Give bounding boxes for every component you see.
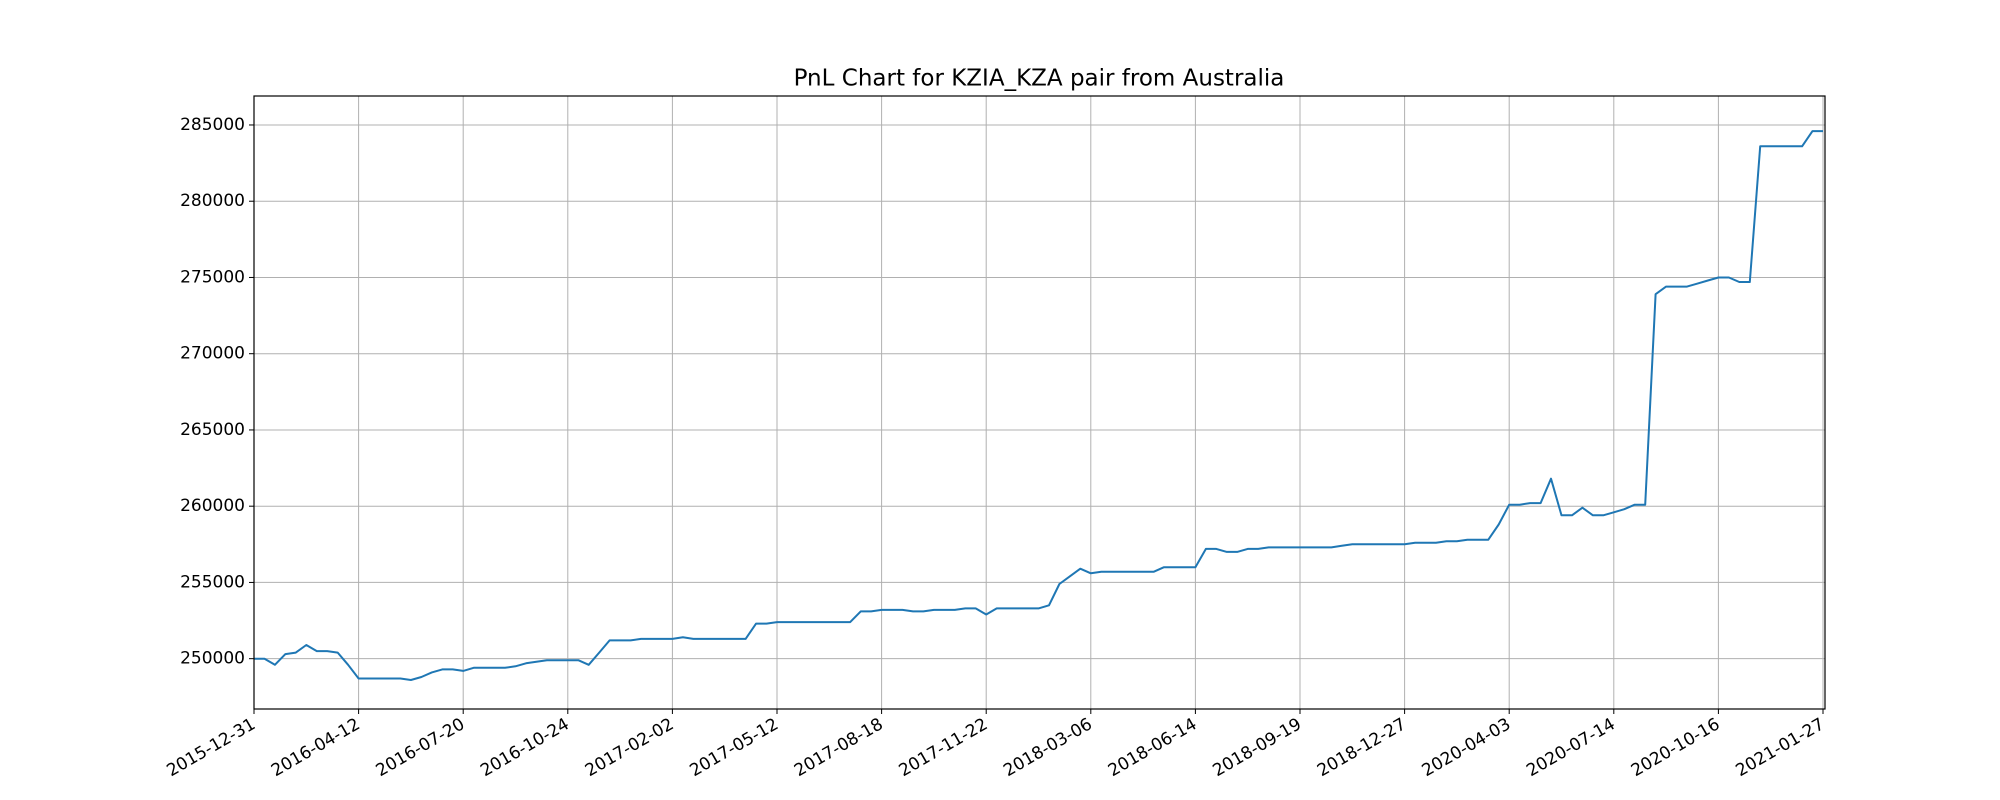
y-tick-label: 285000 bbox=[180, 115, 245, 135]
y-tick-label: 270000 bbox=[180, 344, 245, 364]
plot-frame bbox=[253, 95, 1826, 710]
x-tick-label: 2020-04-03 bbox=[1419, 714, 1515, 781]
x-tick-label: 2020-10-16 bbox=[1628, 714, 1724, 781]
x-tick-label: 2017-02-02 bbox=[582, 714, 678, 781]
x-tick-label: 2017-05-12 bbox=[686, 714, 782, 781]
y-tick-label: 265000 bbox=[180, 420, 245, 440]
x-tick-label: 2021-01-27 bbox=[1732, 714, 1828, 781]
y-tick-label: 255000 bbox=[180, 572, 245, 592]
x-tick-label: 2018-12-27 bbox=[1314, 714, 1410, 781]
x-tick-label: 2018-09-19 bbox=[1209, 714, 1305, 781]
y-tick-label: 260000 bbox=[180, 496, 245, 516]
y-tick-label: 250000 bbox=[180, 649, 245, 669]
x-tick-label: 2016-10-24 bbox=[477, 714, 573, 781]
x-tick-label: 2020-07-14 bbox=[1523, 714, 1619, 781]
y-tick-label: 275000 bbox=[180, 267, 245, 287]
x-tick-label: 2018-03-06 bbox=[1000, 714, 1096, 781]
x-tick-label: 2016-04-12 bbox=[268, 714, 364, 781]
chart-title: PnL Chart for KZIA_KZA pair from Austral… bbox=[794, 66, 1285, 92]
x-tick-label: 2016-07-20 bbox=[373, 714, 469, 781]
pnl-line bbox=[254, 130, 1823, 681]
y-tick-label: 280000 bbox=[180, 191, 245, 211]
x-tick-label: 2017-11-22 bbox=[896, 714, 992, 781]
x-tick-label: 2018-06-14 bbox=[1105, 714, 1201, 781]
x-tick-label: 2015-12-31 bbox=[163, 714, 259, 781]
x-tick-label: 2017-08-18 bbox=[791, 714, 887, 781]
